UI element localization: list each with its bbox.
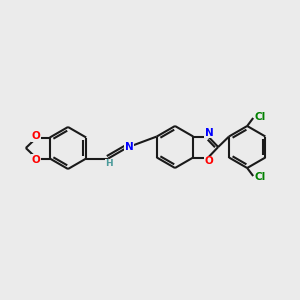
Text: O: O — [32, 155, 40, 165]
Text: N: N — [125, 142, 134, 152]
Text: H: H — [105, 159, 113, 168]
Text: Cl: Cl — [255, 112, 266, 122]
Text: N: N — [205, 128, 214, 137]
Text: O: O — [205, 157, 214, 166]
Text: Cl: Cl — [255, 172, 266, 182]
Text: O: O — [32, 131, 40, 141]
